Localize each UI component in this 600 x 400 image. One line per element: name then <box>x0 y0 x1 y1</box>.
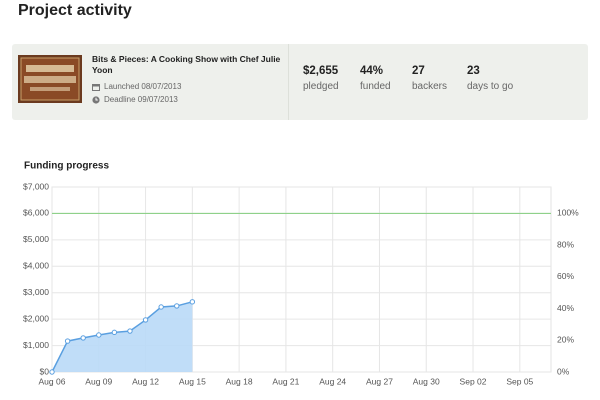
chart-title: Funding progress <box>24 161 109 172</box>
point <box>174 303 180 309</box>
stat: 27 backers <box>412 65 447 92</box>
point <box>80 335 86 341</box>
stat-label: days to go <box>467 81 514 92</box>
x-tick-label: Aug 21 <box>272 376 299 386</box>
y-tick-label: $2,000 <box>23 313 49 323</box>
chart: Funding progress $0 $1,000 $2,000 $3,000 $4,… <box>23 161 579 387</box>
line <box>51 301 193 373</box>
x-tick-label: Aug 24 <box>319 376 346 386</box>
deadline-row: Deadline 09/07/2013 <box>92 95 178 104</box>
divider <box>288 44 289 120</box>
deadline-date: Deadline 09/07/2013 <box>104 95 178 104</box>
y2-tick-label: 80% <box>557 239 574 249</box>
y-tick-label: $3,000 <box>23 287 49 297</box>
y-tick-label: $7,000 <box>23 181 49 191</box>
y-tick-label: $6,000 <box>23 208 49 218</box>
point <box>127 328 133 334</box>
point <box>49 369 55 375</box>
stat-label: funded <box>360 81 391 92</box>
launched-date: Launched 08/07/2013 <box>104 82 182 91</box>
x-tick-label: Aug 15 <box>179 376 206 386</box>
stat-value: 23 <box>467 65 480 77</box>
y2-tick-label: 40% <box>557 303 574 313</box>
stat: 23 days to go <box>467 65 513 92</box>
x-tick-label: Aug 12 <box>132 376 159 386</box>
calendar-icon <box>92 83 100 91</box>
x-tick-label: Aug 18 <box>226 376 253 386</box>
stat-label: pledged <box>303 81 339 92</box>
y2-tick-label: 0% <box>557 366 570 376</box>
x-tick-label: Sep 05 <box>506 376 533 386</box>
point <box>158 304 164 310</box>
stat-label: backers <box>412 81 448 92</box>
point <box>189 299 196 305</box>
area <box>52 301 193 372</box>
stat: $2,655 pledged <box>303 65 339 92</box>
x-tick-label: Aug 09 <box>85 376 112 386</box>
launched-row: Launched 08/07/2013 <box>92 82 181 91</box>
y2-tick-label: 100% <box>557 208 579 218</box>
y-tick-label: $0 <box>40 366 50 376</box>
stat-value: $2,655 <box>303 65 339 77</box>
x-tick-label: Sep 02 <box>460 376 487 386</box>
point <box>96 332 102 338</box>
y-tick-label: $5,000 <box>23 234 49 244</box>
point <box>64 338 71 344</box>
x-tick-label: Aug 06 <box>39 376 66 386</box>
project-thumbnail <box>18 55 82 103</box>
page-title: Project activity <box>18 2 132 19</box>
clock-icon <box>92 95 100 104</box>
y-tick-label: $4,000 <box>23 261 49 271</box>
project-card: Bits & Pieces: A Cooking Show with Chef … <box>12 44 588 120</box>
stat-value: 44% <box>360 65 384 77</box>
y2-tick-label: 60% <box>557 271 574 281</box>
x-tick-label: Aug 30 <box>413 376 440 386</box>
point <box>111 329 118 336</box>
stat: 44% funded <box>360 65 391 92</box>
y-tick-label: $1,000 <box>23 340 49 350</box>
project-title[interactable]: Bits & Pieces: A Cooking Show with Chef … <box>92 54 281 75</box>
point <box>142 317 149 323</box>
stat-value: 27 <box>412 65 425 77</box>
y2-tick-label: 20% <box>557 335 574 345</box>
x-tick-label: Aug 27 <box>366 376 393 386</box>
